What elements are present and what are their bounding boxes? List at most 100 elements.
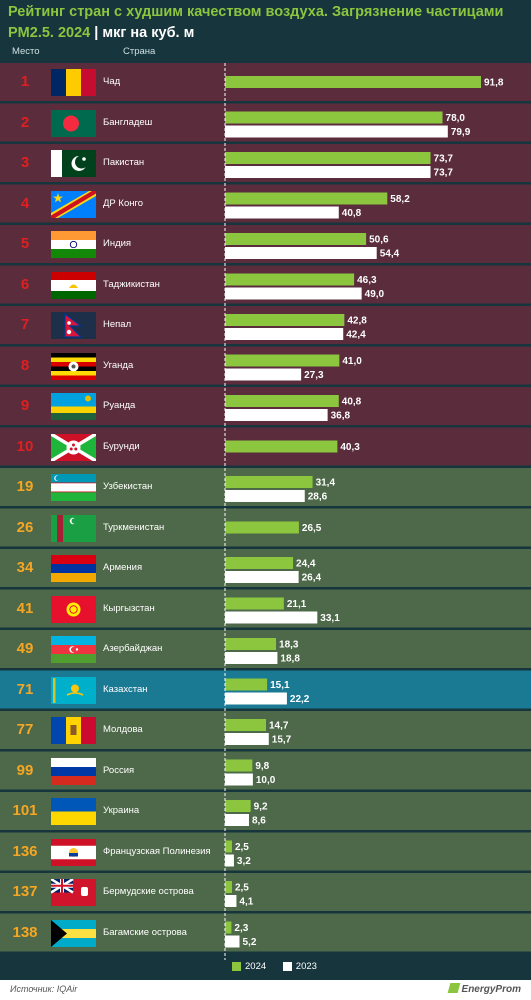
country-name: Французская Полинезия xyxy=(103,845,211,857)
data-label-2023: 8,6 xyxy=(252,816,266,827)
country-name: Казахстан xyxy=(103,683,148,695)
tajikistan-flag-icon xyxy=(51,271,96,299)
data-label-2024: 40,3 xyxy=(340,442,360,453)
rank-label: 3 xyxy=(20,154,30,171)
country-name: Индия xyxy=(103,238,132,249)
bar-2024 xyxy=(225,521,299,534)
bar-2023 xyxy=(225,814,249,826)
country-name: Азербайджан xyxy=(103,643,163,654)
brand-icon xyxy=(447,983,460,993)
russia-flag-icon xyxy=(51,757,96,785)
bangladesh-flag-icon xyxy=(51,109,96,137)
country-row: 5 Индия xyxy=(0,225,531,263)
header-country: Страна xyxy=(123,46,156,57)
drc-flag-icon xyxy=(51,190,96,218)
data-label-2023: 15,7 xyxy=(272,735,292,746)
rank-label: 34 xyxy=(16,559,34,576)
rank-label: 19 xyxy=(16,478,34,495)
bar-2024 xyxy=(225,152,431,164)
bar-2024 xyxy=(225,314,345,326)
rank-label: 71 xyxy=(16,680,34,698)
azerbaijan-flag-icon xyxy=(51,636,96,663)
bar-2023 xyxy=(225,692,287,705)
data-label-2024: 2,5 xyxy=(235,842,249,853)
french-polynesia-flag-icon xyxy=(51,838,96,866)
bar-2023 xyxy=(225,328,344,340)
burundi-flag-icon xyxy=(51,433,96,461)
country-row: 9 Руанда xyxy=(0,387,531,425)
data-label-2024: 41,0 xyxy=(342,356,362,367)
bar-2023 xyxy=(225,287,362,300)
country-name: Уганда xyxy=(103,359,134,371)
data-label-2024: 91,8 xyxy=(484,78,504,89)
india-flag-icon xyxy=(51,231,96,258)
data-label-2024: 2,3 xyxy=(234,923,248,934)
data-label-2024: 26,5 xyxy=(302,523,322,534)
bar-2024 xyxy=(225,881,232,893)
bermuda-flag-icon xyxy=(51,879,96,906)
rank-label: 99 xyxy=(16,761,34,779)
country-row: 71 Казахстан xyxy=(0,671,531,709)
brand-logo: EnergyProm xyxy=(447,983,521,995)
bar-2023 xyxy=(225,733,269,745)
data-label-2023: 27,3 xyxy=(304,370,324,381)
country-name: Туркменистан xyxy=(103,521,165,533)
rwanda-flag-icon xyxy=(51,393,96,420)
title-unit: | мкг на куб. м xyxy=(90,25,195,41)
rank-label: 6 xyxy=(20,275,30,293)
data-label-2024: 31,4 xyxy=(316,478,336,489)
country-name: Непал xyxy=(103,319,132,330)
rank-label: 8 xyxy=(20,356,30,374)
rank-label: 1 xyxy=(20,73,30,90)
bar-2023 xyxy=(225,611,318,624)
bar-2023 xyxy=(225,166,431,178)
pakistan-flag-icon xyxy=(51,150,96,177)
data-label-2023: 42,4 xyxy=(346,330,366,341)
data-label-2024: 42,8 xyxy=(347,316,367,327)
moldova-flag-icon xyxy=(51,717,96,744)
data-label-2023: 73,7 xyxy=(434,168,454,179)
country-name: Армения xyxy=(103,562,143,573)
country-row: 99 Россия xyxy=(0,752,531,790)
data-label-2023: 54,4 xyxy=(380,249,400,260)
data-label-2023: 4,1 xyxy=(239,897,253,908)
bar-2024 xyxy=(225,76,481,88)
data-label-2023: 22,2 xyxy=(290,694,310,705)
footer-bar xyxy=(0,980,531,1000)
rank-label: 101 xyxy=(12,802,38,819)
bar-2023 xyxy=(225,773,253,786)
data-label-2023: 28,6 xyxy=(308,492,328,503)
bar-2023 xyxy=(225,409,328,421)
bar-2024 xyxy=(225,273,355,286)
kazakhstan-flag-icon xyxy=(51,676,96,704)
data-label-2024: 24,4 xyxy=(296,559,316,570)
legend-2023: 2023 xyxy=(282,961,317,972)
bar-2023 xyxy=(225,368,302,381)
rank-label: 7 xyxy=(20,316,30,333)
country-name: Россия xyxy=(103,764,135,776)
chad-flag-icon xyxy=(51,69,96,96)
bar-2024 xyxy=(225,111,443,124)
country-name: ДР Конго xyxy=(103,197,144,209)
header-rank: Место xyxy=(12,46,40,57)
country-row: 137 Бермудские острова xyxy=(0,873,531,911)
country-row: 3 Пакистан xyxy=(0,144,531,182)
country-row: 49 Азербайджан xyxy=(0,630,531,668)
uganda-flag-icon xyxy=(51,352,96,380)
data-label-2024: 2,5 xyxy=(235,883,249,894)
bar-2023 xyxy=(225,125,448,138)
rank-label: 10 xyxy=(16,437,34,455)
bar-2024 xyxy=(225,840,232,853)
rank-label: 136 xyxy=(12,842,38,860)
country-name: Пакистан xyxy=(103,157,145,168)
country-row: 7 Непал xyxy=(0,306,531,344)
bar-2023 xyxy=(225,854,234,867)
legend-2024: 2024 xyxy=(232,961,266,972)
data-label-2023: 33,1 xyxy=(320,613,340,624)
country-row: 26 Туркменистан xyxy=(0,509,531,547)
rank-label: 5 xyxy=(20,235,30,252)
country-row: 6 Таджикистан xyxy=(0,266,531,304)
data-label-2024: 14,7 xyxy=(269,721,289,732)
bar-2023 xyxy=(225,652,278,664)
